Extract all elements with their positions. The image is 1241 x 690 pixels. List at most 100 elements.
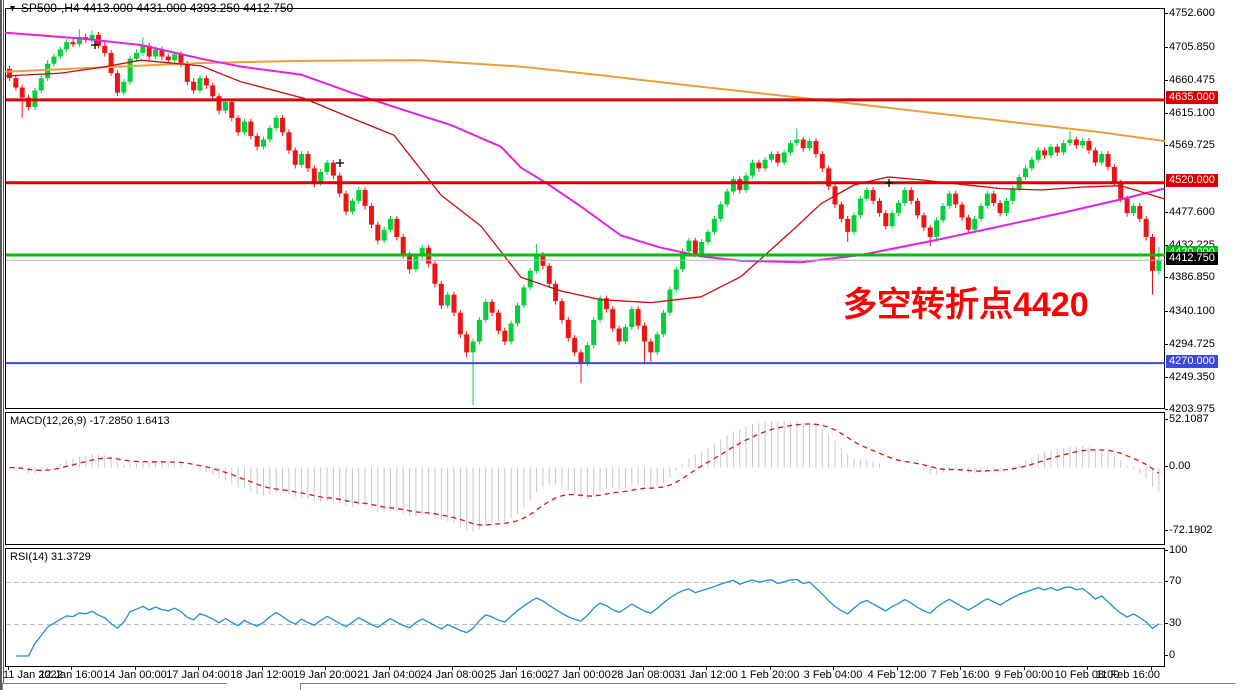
candle bbox=[1143, 218, 1149, 237]
candle bbox=[394, 218, 400, 237]
candle bbox=[896, 203, 901, 214]
candle bbox=[1035, 150, 1041, 160]
candle bbox=[940, 205, 946, 221]
price-tick bbox=[1165, 145, 1168, 146]
candle bbox=[483, 301, 489, 320]
candle bbox=[629, 309, 635, 328]
candle bbox=[692, 240, 698, 254]
candle bbox=[1092, 150, 1098, 163]
candle bbox=[229, 102, 235, 118]
macd-panel[interactable] bbox=[5, 412, 1165, 545]
price-tick bbox=[1165, 47, 1168, 48]
candle bbox=[597, 298, 603, 320]
candle bbox=[470, 341, 476, 353]
rsi-tick-label: 70 bbox=[1169, 575, 1182, 587]
price-level-badge: 4635.000 bbox=[1166, 91, 1218, 104]
time-tick bbox=[135, 666, 136, 670]
time-tick-label: 3 Feb 04:00 bbox=[803, 669, 863, 681]
symbol-dropdown-icon[interactable]: ▼ bbox=[8, 3, 17, 13]
candle bbox=[800, 139, 806, 149]
candle bbox=[870, 190, 876, 201]
candle bbox=[1010, 188, 1016, 201]
candle bbox=[1023, 168, 1028, 178]
candle bbox=[184, 63, 190, 82]
annotation-text[interactable]: 多空转折点4420 bbox=[843, 286, 1089, 324]
candle bbox=[515, 305, 520, 324]
candle bbox=[838, 204, 844, 219]
candle bbox=[159, 49, 165, 57]
candle bbox=[769, 153, 774, 160]
candle bbox=[248, 121, 254, 136]
time-tick-label: 24 Jan 08:00 bbox=[420, 669, 484, 681]
candle bbox=[13, 78, 19, 88]
candle bbox=[1118, 182, 1124, 199]
candle bbox=[622, 327, 628, 342]
candle bbox=[578, 352, 584, 364]
rsi-panel[interactable] bbox=[5, 548, 1165, 667]
candle bbox=[362, 190, 368, 206]
candle bbox=[502, 330, 508, 342]
candlestick-series bbox=[7, 29, 1162, 406]
price-axis[interactable]: 4752.600 4705.850 4660.475 4615.100 4569.725… bbox=[1165, 0, 1241, 690]
time-axis[interactable]: 11 Jan 2022 12 Jan 16:00 14 Jan 00:00 17 Ja… bbox=[0, 669, 1241, 683]
candle bbox=[165, 56, 171, 61]
rsi-tick bbox=[1165, 623, 1168, 624]
time-tick bbox=[1151, 666, 1152, 670]
candle bbox=[89, 34, 95, 40]
price-tick bbox=[1165, 277, 1168, 278]
candle bbox=[819, 153, 825, 169]
candle bbox=[432, 263, 438, 284]
time-tick bbox=[960, 666, 961, 670]
candle bbox=[794, 139, 800, 144]
time-tick-label: 19 Jan 20:00 bbox=[293, 669, 357, 681]
candle bbox=[927, 227, 933, 237]
candle bbox=[330, 162, 336, 176]
candle bbox=[756, 162, 762, 169]
price-tick bbox=[1165, 344, 1168, 345]
main-chart-panel[interactable] bbox=[5, 8, 1165, 409]
candle bbox=[241, 121, 247, 133]
candle bbox=[388, 218, 393, 230]
candle bbox=[451, 294, 457, 313]
candle bbox=[686, 240, 692, 252]
time-tick-label: 21 Jan 04:00 bbox=[357, 669, 421, 681]
time-tick bbox=[833, 666, 834, 670]
candle bbox=[489, 301, 495, 313]
candle bbox=[1080, 140, 1086, 146]
time-tick-label: 14 Jan 00:00 bbox=[103, 669, 167, 681]
candle bbox=[51, 56, 57, 64]
candle bbox=[1029, 159, 1035, 169]
candle bbox=[476, 319, 482, 342]
candle bbox=[134, 52, 139, 59]
candle bbox=[946, 193, 952, 206]
price-tick-label: 4660.475 bbox=[1169, 74, 1215, 86]
candle bbox=[661, 312, 667, 335]
candle bbox=[553, 283, 559, 302]
candle bbox=[1067, 139, 1073, 144]
macd-signal-line bbox=[9, 423, 1160, 526]
candle bbox=[311, 168, 317, 183]
time-tick bbox=[706, 666, 707, 670]
macd-histogram bbox=[15, 420, 1160, 532]
candle bbox=[876, 200, 882, 214]
candle bbox=[254, 135, 260, 147]
candle bbox=[616, 328, 622, 342]
time-tick bbox=[516, 666, 517, 670]
time-tick-label: 4 Feb 12:00 bbox=[867, 669, 927, 681]
candle bbox=[1061, 143, 1067, 153]
price-level-badge: 4520.000 bbox=[1166, 174, 1218, 187]
rsi-tick-label: 0 bbox=[1169, 649, 1176, 661]
candle bbox=[38, 78, 44, 91]
candle bbox=[292, 150, 298, 165]
candle bbox=[1099, 153, 1105, 163]
ma-medium-magenta bbox=[5, 31, 1165, 264]
candle bbox=[737, 179, 743, 191]
time-tick bbox=[389, 666, 390, 670]
candle bbox=[324, 162, 330, 172]
time-tick bbox=[8, 666, 9, 670]
candle bbox=[76, 37, 82, 45]
candle bbox=[730, 179, 736, 192]
candle bbox=[648, 341, 654, 353]
candle bbox=[965, 217, 971, 230]
